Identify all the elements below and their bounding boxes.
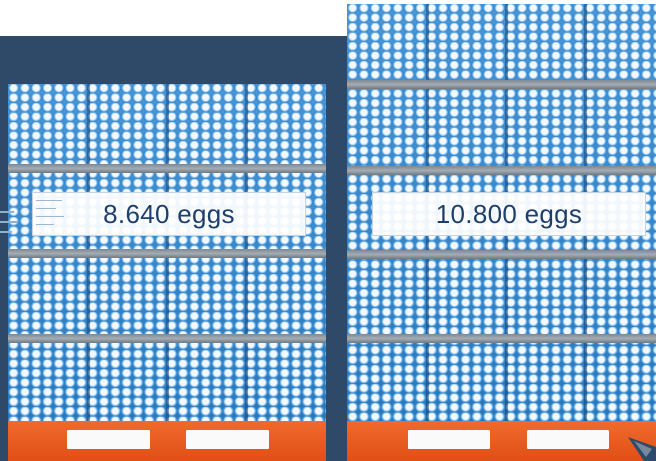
tray-layer-band (8, 249, 326, 258)
egg-count-text-left: 8.640 eggs (103, 198, 235, 229)
pallet-slot (186, 430, 269, 449)
pallet-left (8, 84, 326, 461)
tray-layer-band (8, 164, 326, 173)
pallet-slot (408, 430, 490, 449)
egg-count-label-left: 8.640 eggs (32, 192, 306, 236)
pallet-base-left (8, 421, 326, 461)
pallet-base-right (347, 421, 656, 461)
pallet-slot (527, 430, 609, 449)
pallet-slot (67, 430, 150, 449)
tray-layer-band (347, 250, 656, 259)
tray-layer-band (347, 80, 656, 89)
label-decoration-lines (36, 196, 66, 230)
egg-count-label-right: 10.800 eggs (372, 192, 646, 236)
egg-count-text-right: 10.800 eggs (435, 198, 583, 229)
side-accent-lines (0, 207, 24, 237)
triangle-mark-icon (628, 437, 656, 461)
tray-layer-band (8, 334, 326, 343)
tray-layer-band (347, 334, 656, 343)
tray-layer-band (347, 166, 656, 175)
